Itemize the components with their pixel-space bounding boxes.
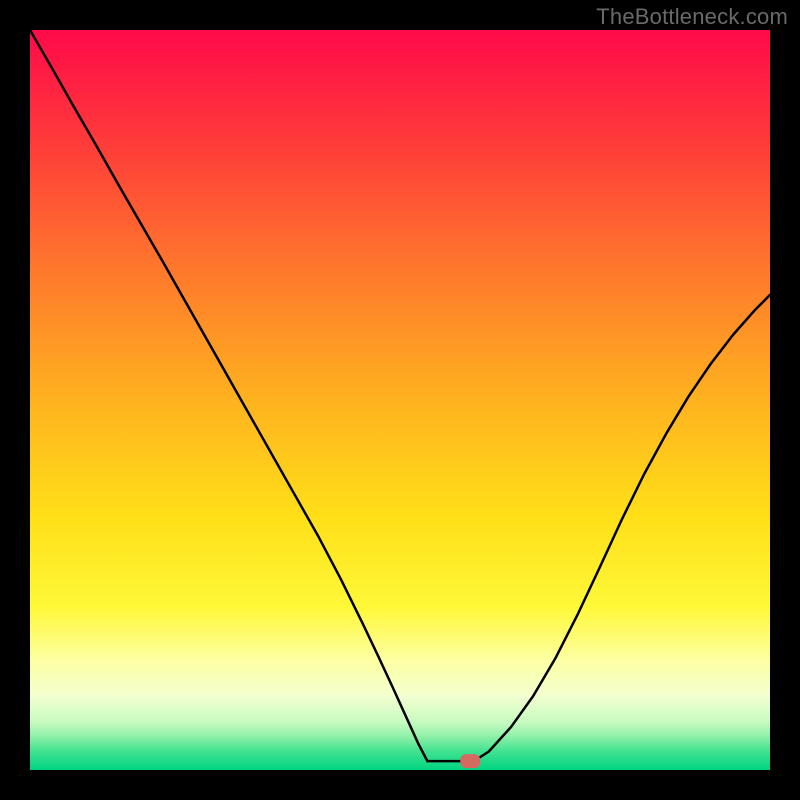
bottleneck-chart (0, 0, 800, 800)
watermark-text: TheBottleneck.com (596, 4, 788, 30)
bottleneck-marker (460, 754, 480, 768)
gradient-background (30, 30, 770, 770)
chart-stage: TheBottleneck.com (0, 0, 800, 800)
